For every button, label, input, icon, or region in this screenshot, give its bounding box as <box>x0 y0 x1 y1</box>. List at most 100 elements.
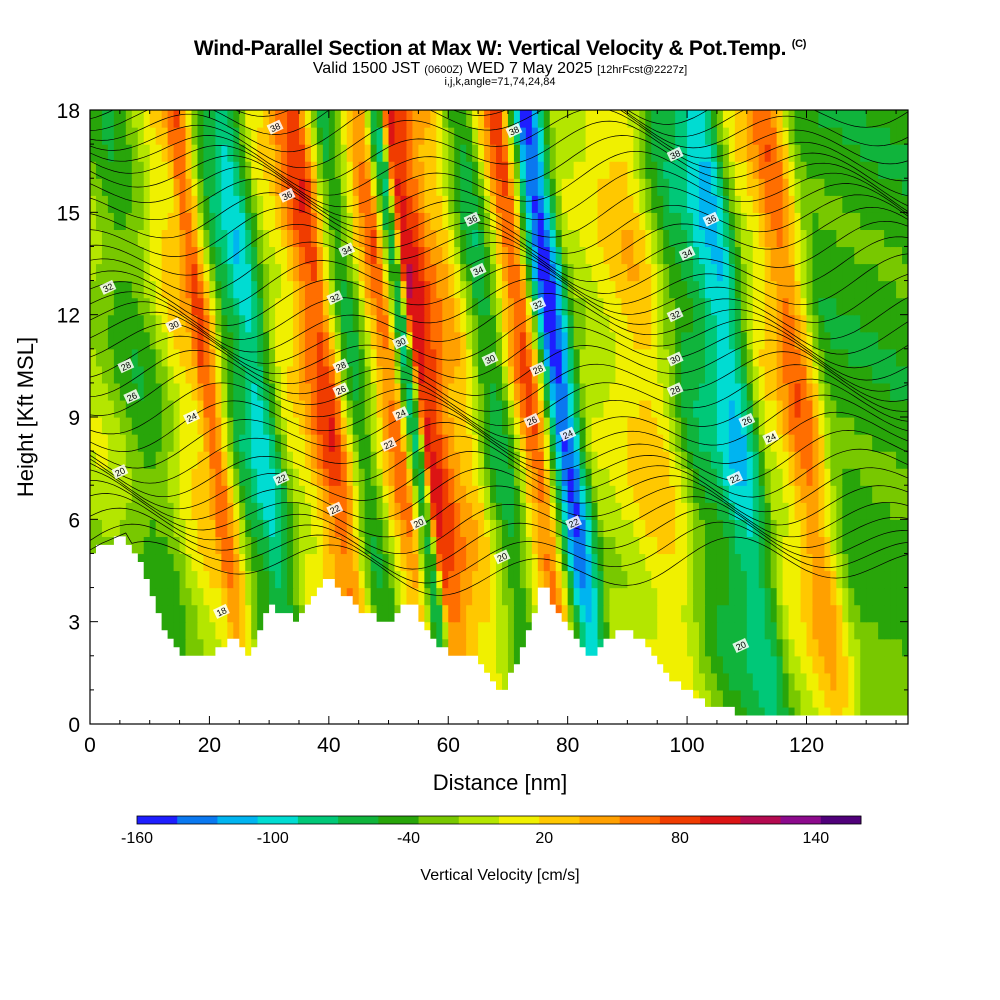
velocity-cell <box>310 519 318 537</box>
velocity-cell <box>746 280 754 299</box>
velocity-cell <box>896 212 903 230</box>
velocity-cell <box>269 263 276 282</box>
velocity-cell <box>621 468 628 486</box>
velocity-cell <box>161 127 169 145</box>
velocity-cell <box>460 365 467 384</box>
velocity-cell <box>752 604 760 623</box>
velocity-cell <box>442 382 449 401</box>
velocity-cell <box>131 468 139 486</box>
velocity-cell <box>555 451 563 469</box>
velocity-cell <box>149 212 157 230</box>
velocity-cell <box>716 502 724 520</box>
velocity-cell <box>185 331 193 350</box>
velocity-cell <box>501 468 509 486</box>
velocity-cell <box>466 331 473 350</box>
velocity-cell <box>639 587 646 606</box>
velocity-cell <box>794 451 802 469</box>
velocity-cell <box>633 604 640 623</box>
velocity-cell <box>460 468 467 486</box>
velocity-cell <box>597 246 605 265</box>
velocity-cell <box>860 451 867 469</box>
velocity-cell <box>609 144 617 162</box>
velocity-cell <box>466 246 473 265</box>
velocity-cell <box>884 689 891 708</box>
velocity-cell <box>460 178 467 196</box>
velocity-cell <box>191 263 199 282</box>
velocity-cell <box>872 434 879 452</box>
velocity-cell <box>573 417 581 435</box>
velocity-cell <box>525 297 533 316</box>
velocity-cell <box>352 195 360 213</box>
velocity-cell <box>209 212 216 230</box>
velocity-cell <box>639 468 646 486</box>
velocity-cell <box>681 519 688 537</box>
velocity-cell <box>567 417 575 435</box>
velocity-cell <box>842 689 849 708</box>
velocity-cell <box>257 314 264 333</box>
velocity-cell <box>501 536 509 555</box>
velocity-cell <box>388 246 396 265</box>
velocity-cell <box>257 161 264 179</box>
velocity-cell <box>561 570 569 589</box>
velocity-cell <box>812 382 820 401</box>
velocity-cell <box>806 536 814 555</box>
velocity-cell <box>197 570 205 589</box>
velocity-cell <box>197 110 205 128</box>
velocity-cell <box>310 195 318 213</box>
velocity-cell <box>101 434 109 452</box>
velocity-cell <box>281 331 288 350</box>
velocity-cell <box>90 417 97 435</box>
velocity-cell <box>531 502 539 520</box>
velocity-cell <box>352 212 360 230</box>
velocity-cell <box>293 570 300 589</box>
velocity-cell <box>740 297 748 316</box>
velocity-cell <box>334 178 342 196</box>
velocity-cell <box>293 195 300 213</box>
velocity-cell <box>740 468 748 486</box>
velocity-cell <box>699 382 706 401</box>
velocity-cell <box>740 127 748 145</box>
velocity-cell <box>758 229 766 248</box>
velocity-cell <box>770 672 778 691</box>
velocity-cell <box>513 314 521 333</box>
velocity-cell <box>776 144 784 162</box>
velocity-cell <box>167 434 175 452</box>
velocity-cell <box>854 706 861 724</box>
velocity-cell <box>90 195 97 213</box>
velocity-cell <box>328 195 336 213</box>
velocity-cell <box>645 468 652 486</box>
velocity-cell <box>537 502 545 520</box>
velocity-cell <box>239 144 246 162</box>
velocity-cell <box>484 195 491 213</box>
velocity-cell <box>764 144 772 162</box>
velocity-cell <box>788 280 796 299</box>
velocity-cell <box>322 382 330 401</box>
velocity-cell <box>878 451 885 469</box>
velocity-cell <box>293 348 300 367</box>
velocity-cell <box>287 485 294 503</box>
velocity-cell <box>884 331 891 350</box>
velocity-cell <box>496 212 503 230</box>
velocity-cell <box>400 348 408 367</box>
velocity-cell <box>376 178 384 196</box>
velocity-cell <box>95 246 103 265</box>
velocity-cell <box>251 468 258 486</box>
velocity-cell <box>902 655 908 674</box>
velocity-cell <box>370 297 378 316</box>
velocity-cell <box>239 212 246 230</box>
velocity-cell <box>687 553 694 572</box>
velocity-cell <box>555 434 563 452</box>
velocity-cell <box>770 280 778 299</box>
velocity-cell <box>442 297 449 316</box>
velocity-cell <box>472 110 479 128</box>
velocity-cell <box>215 229 222 248</box>
velocity-cell <box>334 246 342 265</box>
velocity-cell <box>119 127 127 145</box>
velocity-cell <box>269 434 276 452</box>
velocity-cell <box>812 314 820 333</box>
velocity-cell <box>782 621 790 640</box>
velocity-cell <box>633 570 640 589</box>
velocity-cell <box>275 434 282 452</box>
velocity-cell <box>842 144 849 162</box>
velocity-cell <box>812 519 820 537</box>
